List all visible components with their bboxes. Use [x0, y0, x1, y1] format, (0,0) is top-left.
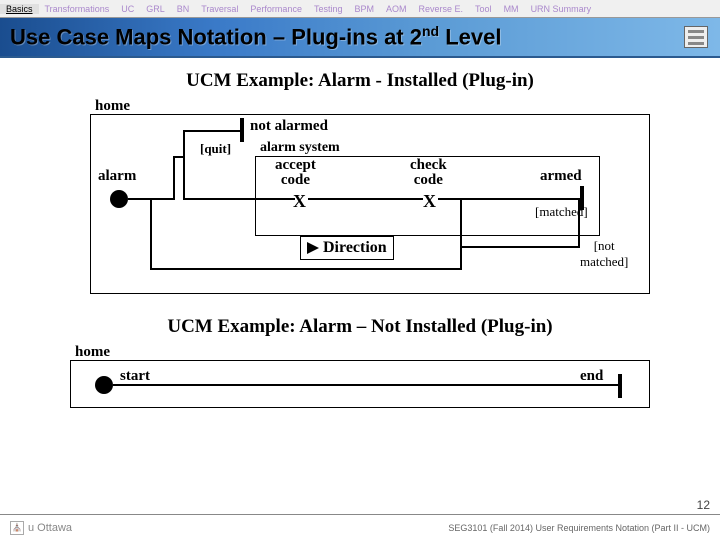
- footer: ⛪ u Ottawa SEG3101 (Fall 2014) User Requ…: [0, 514, 720, 540]
- home2-label: home: [75, 344, 110, 361]
- arrow-right-icon: [307, 242, 319, 254]
- tab-transformations[interactable]: Transformations: [39, 4, 116, 14]
- home-label: home: [95, 98, 130, 115]
- logo-icon: ⛪: [10, 521, 24, 535]
- footer-course: SEG3101 (Fall 2014) User Requirements No…: [448, 523, 710, 533]
- start2-point: [95, 376, 113, 394]
- quit-label: [quit]: [200, 141, 231, 157]
- path-seg: [183, 130, 185, 158]
- path-seg: [150, 198, 152, 270]
- title-prefix: Use Case Maps Notation – Plug-ins at 2: [10, 25, 422, 50]
- path-seg: [183, 130, 240, 132]
- tab-uc[interactable]: UC: [115, 4, 140, 14]
- title-suffix: Level: [439, 25, 501, 50]
- end2-label: end: [580, 368, 603, 385]
- not-alarmed-end: [240, 118, 244, 142]
- direction-box: Direction: [300, 236, 394, 260]
- path-seg: [308, 198, 423, 200]
- path-seg: [150, 198, 175, 200]
- path-seg: [578, 198, 580, 248]
- tab-mm[interactable]: MM: [498, 4, 525, 14]
- example1-title: UCM Example: Alarm - Installed (Plug-in): [40, 70, 680, 92]
- outline-icon[interactable]: [684, 26, 708, 48]
- tab-basics[interactable]: Basics: [0, 4, 39, 14]
- logo-text: u Ottawa: [28, 522, 72, 534]
- not-alarmed-label: not alarmed: [250, 118, 328, 135]
- tab-bar: Basics Transformations UC GRL BN Travers…: [0, 0, 720, 18]
- end2-bar: [618, 374, 622, 398]
- path-seg: [173, 156, 175, 200]
- alarm-start: [110, 190, 128, 208]
- tab-aom[interactable]: AOM: [380, 4, 413, 14]
- tab-traversal[interactable]: Traversal: [195, 4, 244, 14]
- tab-performance[interactable]: Performance: [244, 4, 308, 14]
- path-seg: [183, 198, 295, 200]
- not-matched-label: [not matched]: [580, 238, 628, 270]
- tab-bn[interactable]: BN: [171, 4, 196, 14]
- path-seg: [460, 246, 462, 270]
- path-seg: [150, 268, 462, 270]
- start2-label: start: [120, 368, 150, 385]
- alarm-label: alarm: [98, 168, 136, 185]
- path2-seg: [113, 384, 618, 386]
- accept-code-stub: X: [293, 191, 306, 212]
- page-title: Use Case Maps Notation – Plug-ins at 2nd…: [10, 23, 501, 50]
- path-seg: [460, 246, 580, 248]
- tab-urn-summary[interactable]: URN Summary: [525, 4, 598, 14]
- tab-reverse[interactable]: Reverse E.: [413, 4, 470, 14]
- tab-testing[interactable]: Testing: [308, 4, 349, 14]
- direction-label: Direction: [323, 239, 387, 257]
- path-seg: [183, 156, 185, 200]
- uottawa-logo: ⛪ u Ottawa: [10, 521, 72, 535]
- tab-bpm[interactable]: BPM: [348, 4, 380, 14]
- title-bar: Use Case Maps Notation – Plug-ins at 2nd…: [0, 18, 720, 58]
- accept-code-label: accept code: [275, 158, 316, 188]
- page-number: 12: [697, 498, 710, 512]
- example2-title: UCM Example: Alarm – Not Installed (Plug…: [40, 316, 680, 338]
- example2-diagram: home start end: [40, 344, 660, 414]
- alarm-system-label: alarm system: [260, 140, 340, 156]
- check-code-label: check code: [410, 158, 447, 188]
- check-code-stub: X: [423, 191, 436, 212]
- armed-label: armed: [540, 168, 582, 185]
- tab-tool[interactable]: Tool: [469, 4, 498, 14]
- title-sup: nd: [422, 23, 439, 39]
- example1-diagram: home not alarmed alarm system [quit] ala…: [40, 98, 660, 298]
- tab-grl[interactable]: GRL: [140, 4, 171, 14]
